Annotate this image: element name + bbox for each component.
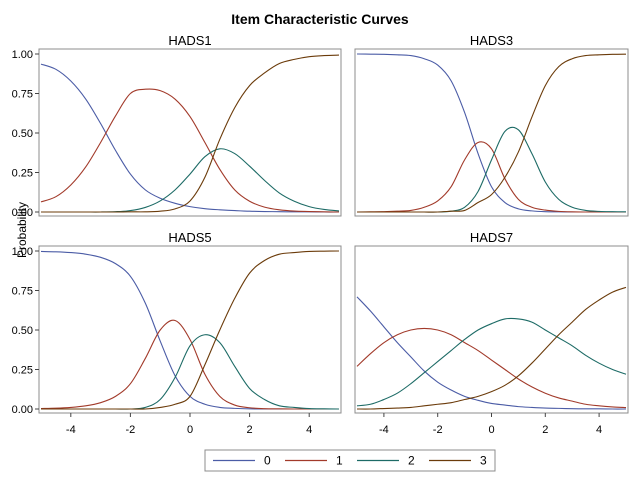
x-tick-label: -4 [379,424,389,436]
x-tick-label: 2 [542,424,548,436]
series-line-3 [357,53,627,213]
panel-title: HADS1 [168,33,211,48]
y-tick-label: 0.50 [12,128,33,140]
series-line-0 [40,63,340,213]
y-tick-label: 0.25 [12,168,33,180]
panel-hads1: HADS1 0.00 0.25 0.50 0.75 1.00 [12,33,342,219]
panel-title: HADS7 [470,230,513,245]
x-tick-label: 4 [596,424,602,436]
x-tick-label: -4 [66,424,76,436]
legend: 0 1 2 3 [204,449,496,472]
y-tick-label: 0.75 [12,286,33,298]
legend-label-0: 0 [264,454,271,468]
legend-frame [204,449,496,472]
y-axis-label: Probability [15,202,29,258]
y-tick-label: 1.00 [12,49,33,61]
chart-title: Item Characteristic Curves [231,11,409,27]
series-line-3 [41,54,340,213]
panel-frame [354,48,629,217]
legend-label-1: 1 [336,454,343,468]
panel-title: HADS5 [168,230,211,245]
legend-label-3: 3 [480,454,487,468]
series-line-1 [356,141,626,213]
panel-hads5: HADS5 0.00 0.25 0.50 0.75 1.00 -4 -2 0 2 4 [12,230,342,436]
panel-hads3: HADS3 [354,33,629,217]
series-line-3 [356,286,627,410]
x-tick-label: 4 [306,424,312,436]
x-tick-label: -2 [126,424,136,436]
panels-group: HADS1 0.00 0.25 0.50 0.75 1.00 HADS3 HADS5 0.00 0… [12,33,629,436]
series-line-1 [40,319,339,410]
panel-title: HADS3 [470,33,513,48]
y-tick-label: 0.75 [12,89,33,101]
series-line-1 [356,327,627,409]
series-line-0 [356,296,627,410]
series-line-1 [40,88,340,213]
y-tick-label: 0.25 [12,365,33,377]
y-tick-label: 1.00 [12,246,33,258]
y-tick-label: 0.00 [12,207,33,219]
y-tick-label: 0.00 [12,404,33,416]
panel-hads7: HADS7 -4 -2 0 2 4 [354,230,629,436]
series-line-3 [41,250,340,410]
x-tick-label: 0 [187,424,193,436]
x-tick-label: 0 [488,424,494,436]
y-tick-label: 0.50 [12,325,33,337]
legend-label-2: 2 [408,454,415,468]
series-line-2 [356,317,627,407]
x-tick-label: 2 [247,424,253,436]
x-tick-label: -2 [433,424,443,436]
